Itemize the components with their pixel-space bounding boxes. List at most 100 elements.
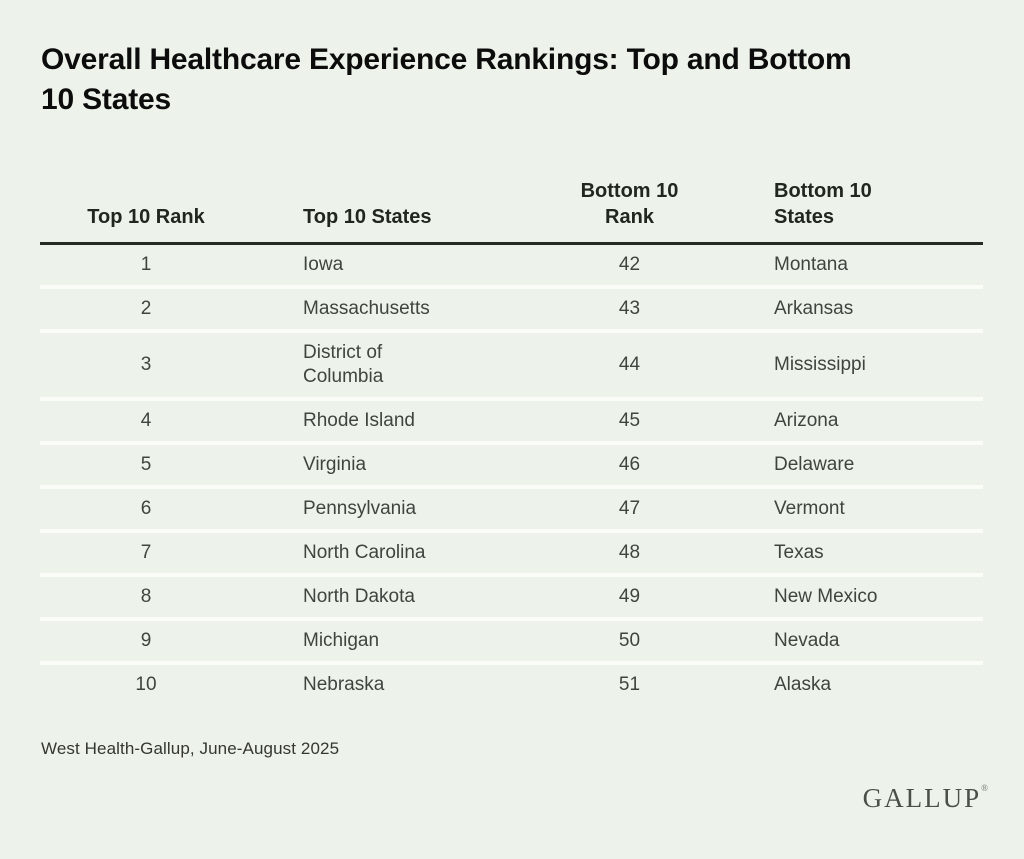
table-row: 9 Michigan 50 Nevada [40, 621, 983, 665]
top-rank-cell: 3 [40, 333, 252, 401]
top-state-value: Iowa [303, 254, 344, 275]
registered-trademark-icon: ® [981, 783, 988, 793]
bottom-rank-cell: 48 [537, 533, 722, 577]
top-state-cell: Michigan [252, 621, 537, 665]
top-rank-cell: 1 [40, 245, 252, 289]
table-row: 1 Iowa 42 Montana [40, 245, 983, 289]
top-state-cell: Rhode Island [252, 401, 537, 445]
bottom-state-value: New Mexico [774, 586, 878, 607]
top-state-value: Michigan [303, 630, 380, 651]
top-state-cell: North Carolina [252, 533, 537, 577]
table-row: 8 North Dakota 49 New Mexico [40, 577, 983, 621]
column-header-top-10-states: Top 10 States [252, 178, 537, 245]
top-state-value: Rhode Island [303, 410, 415, 431]
top-rank-value: 2 [140, 298, 152, 319]
top-state-cell: Iowa [252, 245, 537, 289]
bottom-rank-cell: 44 [537, 333, 722, 401]
page-title-line2: 10 States [41, 83, 171, 116]
top-rank-cell: 9 [40, 621, 252, 665]
column-header-label: Bottom 10 States [774, 180, 872, 228]
top-state-value: Massachusetts [303, 298, 430, 319]
table-row: 6 Pennsylvania 47 Vermont [40, 489, 983, 533]
bottom-state-value: Delaware [774, 454, 855, 475]
bottom-state-cell: Vermont [722, 489, 983, 533]
bottom-state-cell: Arizona [722, 401, 983, 445]
table-row: 7 North Carolina 48 Texas [40, 533, 983, 577]
bottom-rank-value: 50 [618, 630, 641, 651]
top-rank-value: 10 [135, 674, 157, 695]
top-rank-value: 8 [140, 586, 152, 607]
top-state-cell: Massachusetts [252, 289, 537, 333]
bottom-rank-value: 48 [618, 542, 641, 563]
top-rank-cell: 4 [40, 401, 252, 445]
top-rank-value: 5 [140, 454, 152, 475]
top-state-cell: Pennsylvania [252, 489, 537, 533]
bottom-state-value: Mississippi [774, 354, 866, 375]
bottom-state-value: Texas [774, 542, 824, 563]
bottom-state-cell: Arkansas [722, 289, 983, 333]
bottom-state-cell: Mississippi [722, 333, 983, 401]
column-header-label: Top 10 States [303, 206, 432, 228]
bottom-rank-value: 47 [618, 498, 641, 519]
bottom-rank-value: 46 [618, 454, 641, 475]
bottom-rank-cell: 46 [537, 445, 722, 489]
bottom-rank-value: 45 [618, 410, 641, 431]
top-state-value: North Dakota [303, 586, 415, 607]
bottom-rank-cell: 43 [537, 289, 722, 333]
top-rank-value: 3 [140, 354, 152, 375]
top-rank-cell: 6 [40, 489, 252, 533]
table-row: 3 District of Columbia 44 Mississippi [40, 333, 983, 401]
bottom-rank-value: 51 [618, 674, 641, 695]
top-rank-cell: 8 [40, 577, 252, 621]
bottom-rank-value: 42 [618, 254, 641, 275]
top-rank-cell: 7 [40, 533, 252, 577]
gallup-logo: GALLUP® [863, 783, 988, 814]
top-state-cell: Nebraska [252, 665, 537, 705]
bottom-rank-cell: 49 [537, 577, 722, 621]
column-header-bottom-10-rank: Bottom 10 Rank [537, 178, 722, 245]
table-body: 1 Iowa 42 Montana 2 Massachusetts 43 [40, 245, 983, 705]
bottom-state-value: Arkansas [774, 298, 854, 319]
bottom-rank-value: 44 [618, 354, 641, 375]
top-rank-value: 6 [140, 498, 152, 519]
bottom-state-value: Arizona [774, 410, 839, 431]
bottom-rank-value: 43 [618, 298, 641, 319]
bottom-state-cell: New Mexico [722, 577, 983, 621]
top-state-value: Nebraska [303, 674, 385, 695]
top-state-value: Virginia [303, 454, 367, 475]
top-rank-value: 1 [140, 254, 152, 275]
table-row: 2 Massachusetts 43 Arkansas [40, 289, 983, 333]
table-header: Top 10 Rank Top 10 States Bottom 10 Rank… [40, 178, 983, 245]
table-row: 4 Rhode Island 45 Arizona [40, 401, 983, 445]
bottom-rank-cell: 51 [537, 665, 722, 705]
top-state-value: Pennsylvania [303, 498, 417, 519]
top-rank-cell: 2 [40, 289, 252, 333]
table-row: 10 Nebraska 51 Alaska [40, 665, 983, 705]
rankings-table: Top 10 Rank Top 10 States Bottom 10 Rank… [40, 178, 983, 705]
top-rank-value: 4 [140, 410, 152, 431]
bottom-rank-cell: 50 [537, 621, 722, 665]
gallup-logo-text: GALLUP [862, 783, 982, 813]
column-header-bottom-10-states: Bottom 10 States [722, 178, 983, 245]
bottom-rank-cell: 45 [537, 401, 722, 445]
bottom-state-cell: Alaska [722, 665, 983, 705]
top-rank-cell: 10 [40, 665, 252, 705]
top-state-value: District of Columbia [303, 342, 384, 387]
bottom-state-cell: Texas [722, 533, 983, 577]
bottom-rank-cell: 47 [537, 489, 722, 533]
column-header-label: Top 10 Rank [87, 206, 205, 228]
column-header-top-10-rank: Top 10 Rank [40, 178, 252, 245]
bottom-state-cell: Delaware [722, 445, 983, 489]
top-state-value: North Carolina [303, 542, 426, 563]
top-rank-cell: 5 [40, 445, 252, 489]
bottom-state-cell: Nevada [722, 621, 983, 665]
column-header-label: Bottom 10 Rank [580, 180, 679, 228]
bottom-state-value: Montana [774, 254, 848, 275]
page-title-line1: Overall Healthcare Experience Rankings: … [41, 43, 852, 76]
bottom-state-value: Vermont [774, 498, 845, 519]
top-rank-value: 7 [140, 542, 152, 563]
source-note: West Health-Gallup, June-August 2025 [41, 739, 340, 758]
bottom-rank-cell: 42 [537, 245, 722, 289]
bottom-state-cell: Montana [722, 245, 983, 289]
top-state-cell: Virginia [252, 445, 537, 489]
